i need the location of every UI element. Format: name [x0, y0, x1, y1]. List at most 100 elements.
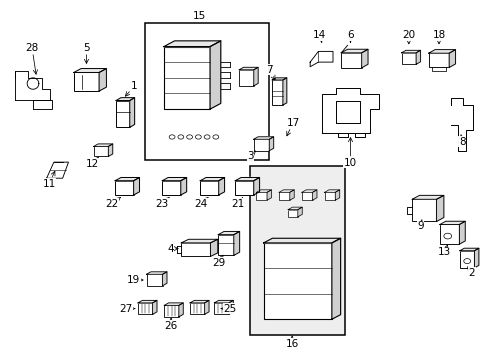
Polygon shape: [263, 238, 340, 243]
Bar: [218, 235, 233, 255]
Bar: [162, 181, 181, 195]
Polygon shape: [228, 300, 233, 314]
Polygon shape: [361, 49, 367, 68]
Text: 20: 20: [402, 30, 415, 44]
Text: 8: 8: [458, 135, 465, 147]
Text: 15: 15: [193, 12, 206, 21]
Polygon shape: [428, 50, 455, 53]
Polygon shape: [181, 239, 217, 243]
Polygon shape: [269, 137, 273, 151]
Polygon shape: [253, 137, 273, 139]
Text: 1: 1: [125, 81, 137, 96]
Text: 19: 19: [127, 275, 143, 285]
Polygon shape: [115, 177, 139, 181]
Text: 16: 16: [285, 336, 298, 348]
Text: 3: 3: [246, 151, 255, 161]
Bar: [341, 53, 361, 68]
Polygon shape: [448, 50, 455, 67]
Polygon shape: [331, 238, 340, 319]
Polygon shape: [133, 177, 139, 195]
Polygon shape: [46, 162, 68, 178]
Bar: [411, 199, 436, 221]
Text: 25: 25: [221, 303, 236, 314]
Bar: [253, 139, 269, 151]
Polygon shape: [335, 190, 339, 200]
Bar: [272, 80, 283, 105]
Bar: [115, 181, 133, 195]
Text: 28: 28: [25, 43, 39, 74]
Bar: [116, 100, 129, 127]
Text: 18: 18: [431, 30, 445, 44]
Polygon shape: [297, 207, 302, 217]
Polygon shape: [179, 303, 183, 317]
Text: 21: 21: [231, 197, 244, 209]
Bar: [214, 303, 228, 314]
Bar: [287, 210, 297, 217]
Bar: [190, 303, 204, 314]
Polygon shape: [214, 300, 233, 303]
Text: 12: 12: [86, 157, 99, 169]
Text: 7: 7: [266, 65, 274, 80]
Bar: [324, 192, 335, 200]
Text: 22: 22: [105, 197, 120, 209]
Polygon shape: [312, 190, 316, 200]
Polygon shape: [415, 50, 420, 64]
Polygon shape: [253, 67, 258, 86]
Text: 24: 24: [194, 197, 207, 209]
Text: 29: 29: [212, 255, 225, 268]
Polygon shape: [210, 239, 217, 256]
Polygon shape: [235, 177, 259, 181]
Text: 17: 17: [286, 118, 299, 136]
Polygon shape: [218, 177, 224, 195]
Polygon shape: [266, 190, 271, 200]
Polygon shape: [309, 51, 332, 67]
Bar: [428, 53, 448, 67]
Polygon shape: [458, 221, 464, 244]
Polygon shape: [162, 272, 166, 286]
Text: 23: 23: [155, 197, 169, 209]
Bar: [163, 46, 210, 109]
Text: 4: 4: [167, 244, 178, 253]
Polygon shape: [108, 144, 113, 157]
Polygon shape: [279, 190, 294, 192]
Bar: [181, 243, 210, 256]
Bar: [200, 181, 218, 195]
Polygon shape: [283, 78, 286, 105]
Bar: [74, 72, 99, 91]
Bar: [439, 225, 458, 244]
Bar: [94, 147, 108, 157]
Polygon shape: [74, 68, 106, 72]
Bar: [459, 251, 473, 268]
Text: 9: 9: [416, 220, 423, 231]
Text: 5: 5: [83, 43, 90, 63]
Bar: [138, 303, 152, 314]
Polygon shape: [210, 41, 220, 109]
Polygon shape: [94, 144, 113, 147]
Text: 26: 26: [164, 318, 177, 331]
Polygon shape: [459, 248, 478, 251]
Polygon shape: [190, 300, 208, 303]
Polygon shape: [341, 49, 367, 53]
Polygon shape: [152, 300, 157, 314]
Polygon shape: [138, 300, 157, 303]
Polygon shape: [411, 195, 443, 199]
Bar: [256, 192, 266, 200]
Text: 2: 2: [467, 267, 474, 278]
Text: 6: 6: [346, 30, 353, 42]
Text: 10: 10: [343, 138, 356, 168]
Polygon shape: [204, 300, 208, 314]
Polygon shape: [401, 50, 420, 53]
Polygon shape: [164, 303, 183, 305]
Bar: [301, 192, 312, 200]
Polygon shape: [324, 190, 339, 192]
Polygon shape: [473, 248, 478, 268]
Polygon shape: [129, 98, 134, 127]
Polygon shape: [146, 272, 166, 274]
Polygon shape: [181, 177, 186, 195]
Polygon shape: [301, 190, 316, 192]
Polygon shape: [256, 190, 271, 192]
Polygon shape: [99, 68, 106, 91]
Bar: [239, 70, 253, 86]
Polygon shape: [163, 41, 220, 46]
Bar: [235, 181, 253, 195]
